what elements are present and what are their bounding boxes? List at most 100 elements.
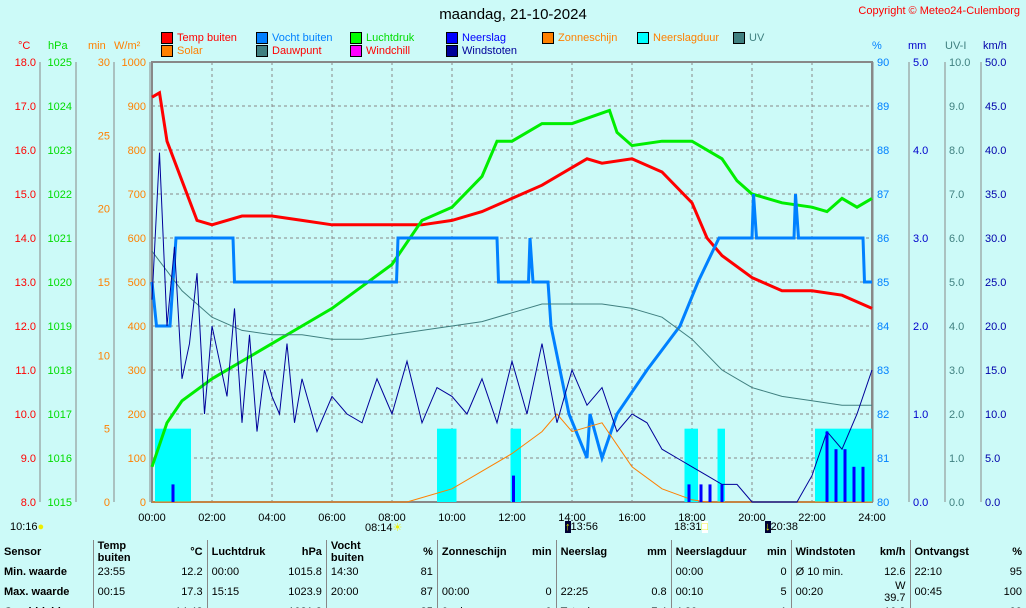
x-tick: 18:00: [678, 512, 706, 524]
axis-tick-press: 1025: [48, 57, 72, 69]
table-cell: 00:45: [909, 580, 988, 604]
axis-tick-solar: 100: [128, 453, 146, 465]
series-solar: [152, 413, 872, 503]
chart-canvas: 18.0 17.0 16.0 15.0 14.0 13.0 12.0 11.0 10.0 9.0 8…: [15, 57, 1007, 524]
unit-rain: mm: [908, 40, 927, 52]
axis-tick-uv: 9.0: [949, 101, 964, 113]
legend-swatch: [350, 32, 362, 44]
axis-tick-press: 1018: [48, 365, 72, 377]
axis-tick-uv: 5.0: [949, 277, 964, 289]
table-cell: 10.8: [869, 604, 910, 608]
neerslag-bar: [861, 466, 865, 502]
moonset-label: ↓20:38: [765, 521, 798, 533]
axis-tick-temp: 13.0: [15, 277, 36, 289]
axis-tick-hum: 85: [877, 277, 889, 289]
legend-label: UV: [749, 32, 765, 44]
table-cell: Neerslag: [555, 540, 632, 564]
legend-swatch: [446, 32, 458, 44]
table-cell: 14.42: [166, 604, 207, 608]
legend-label: Neerslag: [462, 32, 507, 44]
axis-tick-temp: 15.0: [15, 189, 36, 201]
unit-press: hPa: [48, 40, 68, 52]
table-cell: Min. waarde: [4, 566, 67, 578]
axis-tick-wind: 15.0: [985, 365, 1006, 377]
table-cell: %: [423, 546, 433, 558]
legend-item: Neerslag: [446, 32, 506, 44]
table-row: Gemiddelde 14.42 1021.2 850 min.0Totaal:7.4…: [0, 604, 1026, 608]
table-cell: Temp buiten: [92, 540, 166, 564]
moonset-time: 20:38: [770, 521, 799, 533]
axis-tick-wind: 10.0: [985, 409, 1006, 421]
table-cell: 0: [516, 604, 556, 608]
axis-tick-press: 1016: [48, 453, 72, 465]
axis-tick-hum: 84: [877, 321, 889, 333]
table-cell: Neerslagduur: [670, 540, 752, 564]
axis-tick-hum: 88: [877, 145, 889, 157]
legend-swatch: [542, 32, 554, 44]
axis-tick-press: 1017: [48, 409, 72, 421]
legend-item: Temp buiten: [161, 32, 237, 44]
table-cell: 1023.9: [288, 586, 322, 598]
x-tick: 20:00: [738, 512, 766, 524]
legend-swatch: [161, 45, 173, 57]
table-cell: hPa: [301, 546, 322, 558]
table-cell: %: [1012, 546, 1022, 558]
x-tick: 24:00: [858, 512, 886, 524]
unit-solar: W/m²: [114, 40, 141, 52]
axis-tick-uv: 8.0: [949, 145, 964, 157]
axis-tick-dur: 10: [98, 350, 110, 362]
axis-tick-hum: 89: [877, 101, 889, 113]
neerslagduur-bar: [510, 428, 521, 502]
table-cell: 23:55: [92, 564, 166, 580]
table-cell: Sensor: [4, 546, 42, 558]
axis-tick-solar: 900: [128, 101, 146, 113]
legend-item: Neerslagduur: [637, 32, 719, 44]
table-cell: Vocht buiten: [325, 540, 400, 564]
table-cell: 00:00: [206, 564, 284, 580]
moonrise-time: 13:56: [570, 521, 599, 533]
moonset-icon: ↓: [765, 521, 771, 533]
table-cell: 100: [1003, 586, 1022, 598]
axis-tick-uv: 10.0: [949, 57, 970, 69]
table-cell: min: [532, 546, 552, 558]
axis-tick-temp: 9.0: [21, 453, 36, 465]
sun-icon: ●: [37, 521, 45, 533]
legend-item: Vocht buiten: [256, 32, 333, 44]
axis-tick-hum: 82: [877, 409, 889, 421]
x-tick: 00:00: [138, 512, 166, 524]
axis-tick-rain: 0.0: [913, 497, 928, 509]
series-windstoten: [151, 152, 873, 503]
neerslag-bar: [687, 484, 691, 502]
table-cell: 12.2: [181, 566, 203, 578]
legend-swatch: [256, 32, 268, 44]
table-row: Max. waarde 00:15 17.3 15:15 1023.9 20:00 87 00…: [0, 580, 1026, 604]
table-cell: Ø 10 min.: [790, 564, 870, 580]
x-tick: 08:00: [378, 512, 406, 524]
axis-tick-hum: 90: [877, 57, 889, 69]
legend-item: Windstoten: [446, 45, 517, 57]
axis-tick-press: 1024: [48, 101, 72, 113]
sunrise-time: 08:14: [365, 522, 393, 534]
table-cell: km/h: [879, 546, 906, 558]
axis-tick-uv: 2.0: [949, 409, 964, 421]
axis-tick-rain: 1.0: [913, 409, 928, 421]
axis-tick-solar: 700: [128, 189, 146, 201]
legend-item: UV: [733, 32, 764, 44]
table-cell: Gemiddelde: [0, 604, 85, 608]
axis-tick-uv: 4.0: [949, 321, 964, 333]
table-cell: 17.3: [181, 586, 203, 598]
axis-tick-dur: 15: [98, 277, 110, 289]
axis-tick-solar: 200: [128, 409, 146, 421]
axis-tick-temp: 14.0: [15, 233, 36, 245]
axis-tick-press: 1019: [48, 321, 72, 333]
legend-item: Zonneschijn: [542, 32, 617, 44]
axis-tick-dur: 30: [98, 57, 110, 69]
legend-label: Solar: [177, 45, 203, 57]
unit-hum: %: [872, 40, 882, 52]
legend-swatch: [256, 45, 268, 57]
table-cell: Zonneschijn: [436, 540, 517, 564]
table-cell: [790, 604, 870, 608]
table-cell: 87: [420, 586, 433, 598]
legend-label: Neerslagduur: [653, 32, 720, 44]
table-cell: 0: [780, 566, 787, 578]
